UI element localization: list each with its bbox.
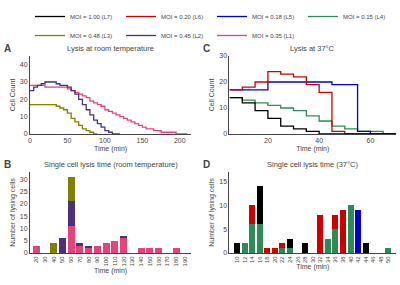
svg-text:20: 20: [264, 137, 272, 144]
svg-text:0: 0: [223, 130, 227, 137]
svg-text:160: 160: [156, 256, 162, 267]
svg-text:30: 30: [20, 176, 28, 183]
svg-text:15: 15: [20, 213, 28, 220]
svg-text:180: 180: [173, 256, 179, 267]
svg-text:120: 120: [121, 256, 127, 267]
svg-text:MOI = 0.45 (L2): MOI = 0.45 (L2): [161, 33, 203, 39]
svg-text:42: 42: [355, 256, 361, 263]
svg-text:MOI = 0.48 (L3): MOI = 0.48 (L3): [70, 33, 112, 39]
svg-text:40: 40: [51, 256, 57, 263]
svg-text:0: 0: [24, 130, 28, 137]
svg-text:110: 110: [112, 256, 118, 266]
svg-text:5: 5: [223, 226, 227, 233]
svg-text:90: 90: [94, 256, 100, 263]
svg-text:18: 18: [264, 256, 270, 263]
svg-text:MOI = 0.18 (L5): MOI = 0.18 (L5): [252, 14, 294, 20]
svg-text:200: 200: [174, 137, 186, 144]
svg-text:Cell Count: Cell Count: [208, 79, 215, 112]
svg-text:5: 5: [24, 237, 28, 244]
svg-text:34: 34: [325, 256, 331, 263]
svg-text:Time (min): Time (min): [94, 267, 127, 275]
svg-text:44: 44: [363, 256, 369, 263]
svg-text:190: 190: [182, 256, 188, 267]
svg-text:B: B: [4, 159, 11, 170]
svg-text:D: D: [203, 159, 210, 170]
svg-text:MOI = 0.35 (L1): MOI = 0.35 (L1): [252, 33, 294, 39]
svg-text:Lysis at 37°C: Lysis at 37°C: [290, 44, 335, 53]
svg-text:30: 30: [20, 78, 28, 85]
svg-text:MOI = 0.15 (L4): MOI = 0.15 (L4): [343, 14, 385, 20]
svg-text:48: 48: [378, 256, 384, 263]
svg-text:Lysis at room temperature: Lysis at room temperature: [67, 44, 154, 53]
svg-text:Single cell lysis time (37°C): Single cell lysis time (37°C): [267, 160, 358, 169]
svg-text:40: 40: [20, 61, 28, 68]
svg-text:20: 20: [272, 256, 278, 263]
svg-text:0: 0: [28, 137, 32, 144]
svg-text:30: 30: [42, 256, 48, 263]
svg-text:10: 10: [20, 113, 28, 120]
svg-text:16: 16: [257, 256, 263, 263]
svg-text:20: 20: [33, 256, 39, 263]
svg-text:20: 20: [20, 96, 28, 103]
svg-text:26: 26: [295, 256, 301, 263]
svg-text:60: 60: [366, 137, 374, 144]
svg-text:15: 15: [219, 178, 227, 185]
svg-text:Number of lysing cells: Number of lysing cells: [208, 178, 216, 247]
svg-text:Time (min): Time (min): [296, 145, 329, 153]
svg-text:50: 50: [59, 256, 65, 263]
svg-text:Single cell lysis time (room t: Single cell lysis time (room temperature…: [44, 160, 178, 169]
svg-text:50: 50: [64, 137, 72, 144]
svg-text:28: 28: [302, 256, 308, 263]
svg-text:A: A: [4, 43, 11, 54]
svg-text:20: 20: [20, 200, 28, 207]
svg-text:C: C: [203, 43, 210, 54]
svg-text:70: 70: [77, 256, 83, 263]
svg-text:80: 80: [86, 256, 92, 263]
svg-text:0: 0: [223, 249, 227, 256]
svg-text:60: 60: [68, 256, 74, 263]
svg-text:36: 36: [332, 256, 338, 263]
svg-text:0: 0: [24, 249, 28, 256]
svg-text:46: 46: [370, 256, 376, 263]
svg-text:22: 22: [279, 256, 285, 263]
svg-text:Time (min): Time (min): [296, 263, 329, 271]
svg-text:30: 30: [219, 52, 227, 59]
svg-text:100: 100: [99, 137, 111, 144]
svg-text:150: 150: [137, 137, 149, 144]
svg-text:30: 30: [310, 256, 316, 263]
svg-text:25: 25: [20, 188, 28, 195]
svg-text:14: 14: [249, 256, 255, 263]
svg-text:10: 10: [20, 225, 28, 232]
svg-text:32: 32: [317, 256, 323, 263]
svg-text:24: 24: [287, 256, 293, 263]
svg-text:40: 40: [348, 256, 354, 263]
svg-text:MOI = 0.20 (L6): MOI = 0.20 (L6): [161, 14, 203, 20]
svg-text:50: 50: [385, 256, 391, 263]
svg-text:130: 130: [129, 256, 135, 267]
svg-text:10: 10: [219, 202, 227, 209]
svg-text:MOI = 1.00 (L7): MOI = 1.00 (L7): [70, 14, 112, 20]
svg-text:40: 40: [315, 137, 323, 144]
svg-text:170: 170: [164, 256, 170, 267]
svg-text:100: 100: [103, 256, 109, 267]
svg-text:10: 10: [219, 104, 227, 111]
svg-text:12: 12: [242, 256, 248, 263]
svg-text:Time (min): Time (min): [94, 145, 127, 153]
svg-text:Cell Count: Cell Count: [9, 79, 16, 112]
svg-text:38: 38: [340, 256, 346, 263]
svg-text:10: 10: [234, 256, 240, 263]
svg-text:140: 140: [138, 256, 144, 267]
svg-text:150: 150: [147, 256, 153, 267]
svg-text:20: 20: [219, 78, 227, 85]
svg-text:Number of lysing cells: Number of lysing cells: [9, 178, 17, 247]
